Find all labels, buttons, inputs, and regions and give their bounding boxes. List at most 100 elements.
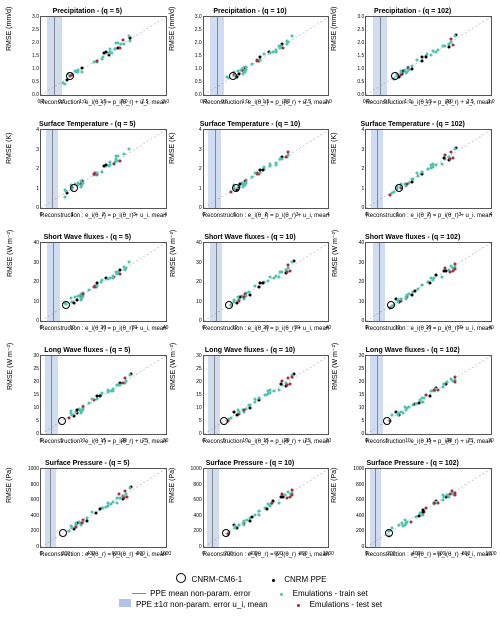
y-tick: 3.0 — [190, 14, 202, 20]
y-tick: 20 — [352, 279, 364, 285]
scatter-point — [118, 384, 121, 387]
scatter-point — [81, 293, 84, 296]
y-tick: 2.0 — [27, 40, 39, 46]
scatter-point — [285, 270, 288, 273]
scatter-point — [261, 281, 264, 284]
scatter-point — [440, 162, 443, 165]
scatter-point — [70, 526, 73, 529]
scatter-point — [269, 162, 272, 165]
y-tick: 1.5 — [190, 53, 202, 59]
scatter-point — [288, 382, 291, 385]
y-tick: 0 — [27, 205, 39, 211]
x-axis-label: Reconstruction : e_i(θ_r) = p_i(θ_r) + u… — [365, 439, 491, 445]
y-tick: 30 — [27, 260, 39, 266]
y-axis-label: RMSE (Pa) — [169, 468, 176, 503]
plot-area: 0.00.51.01.52.02.53.00.00.51.01.52.02.53… — [40, 16, 167, 96]
x-axis-label: Reconstruction : e_i(θ_r) = p_i(θ_r) + u… — [40, 552, 166, 558]
scatter-point — [249, 404, 252, 407]
plot-area: 051015202530051015202530 — [40, 355, 167, 435]
chart-panel: Precipitation - (q = 5)RMSE (mm/d)0.00.5… — [8, 8, 167, 113]
y-tick: 0 — [190, 318, 202, 324]
scatter-point — [99, 281, 102, 284]
scatter-point — [123, 496, 126, 499]
scatter-point — [290, 35, 293, 38]
scatter-point — [400, 70, 403, 73]
y-tick: 3 — [190, 147, 202, 153]
reference-marker — [391, 72, 399, 80]
chart-panel: Short Wave fluxes - (q = 10)RMSE (W m⁻²)… — [171, 234, 330, 339]
scatter-point — [119, 159, 122, 162]
scatter-point — [451, 156, 454, 159]
scatter-point — [270, 501, 273, 504]
y-tick: 1000 — [190, 466, 202, 472]
scatter-point — [242, 522, 245, 525]
reference-marker — [222, 529, 230, 537]
scatter-point — [287, 40, 290, 43]
y-tick: 600 — [352, 497, 364, 503]
x-axis-label: Reconstruction : e_i(θ_r) = p_i(θ_r) + u… — [203, 326, 329, 332]
diagonal-line — [41, 243, 166, 321]
mean-line — [53, 243, 54, 321]
scatter-point — [110, 502, 113, 505]
scatter-point — [95, 281, 98, 284]
y-tick: 30 — [190, 260, 202, 266]
scatter-point — [64, 82, 67, 85]
reference-marker — [385, 529, 393, 537]
chart-panel: Surface Pressure - (q = 5)RMSE (Pa)02004… — [8, 460, 167, 565]
scatter-point — [250, 515, 253, 518]
scatter-point — [128, 487, 131, 490]
scatter-point — [253, 171, 256, 174]
scatter-point — [285, 496, 288, 499]
scatter-point — [441, 385, 444, 388]
scatter-point — [272, 276, 275, 279]
scatter-point — [80, 521, 83, 524]
scatter-point — [241, 183, 244, 186]
scatter-point — [123, 153, 126, 156]
scatter-point — [67, 530, 70, 533]
scatter-point — [421, 509, 424, 512]
y-tick: 10 — [190, 405, 202, 411]
reference-marker — [225, 301, 233, 309]
chart-panel: Surface Pressure - (q = 102)RMSE (Pa)020… — [333, 460, 492, 565]
y-tick: 800 — [190, 482, 202, 488]
scatter-point — [287, 151, 290, 154]
y-tick: 1.0 — [27, 66, 39, 72]
scatter-point — [441, 498, 444, 501]
y-tick: 30 — [190, 353, 202, 359]
x-axis-label: Reconstruction : e_i(θ_r) = p_i(θ_r) + u… — [40, 439, 166, 445]
mean-line — [212, 469, 213, 547]
scatter-point — [248, 294, 251, 297]
chart-panel: Short Wave fluxes - (q = 102)RMSE (W m⁻²… — [333, 234, 492, 339]
scatter-point — [81, 70, 84, 73]
scatter-point — [287, 377, 290, 380]
scatter-point — [127, 148, 130, 151]
scatter-point — [281, 158, 284, 161]
scatter-point — [411, 294, 414, 297]
scatter-point — [233, 300, 236, 303]
scatter-point — [258, 172, 261, 175]
scatter-point — [258, 55, 261, 58]
scatter-point — [406, 182, 409, 185]
scatter-point — [427, 168, 430, 171]
y-tick: 1000 — [352, 466, 364, 472]
scatter-point — [454, 148, 457, 151]
scatter-point — [267, 390, 270, 393]
scatter-point — [127, 35, 130, 38]
y-axis-label: RMSE (W m⁻²) — [331, 230, 339, 277]
scatter-point — [267, 280, 270, 283]
plot-area: 0200400600800100002004006008001000 — [365, 468, 492, 548]
y-tick: 2.0 — [190, 40, 202, 46]
y-axis-label: RMSE (W m⁻²) — [169, 230, 177, 277]
scatter-point — [433, 502, 436, 505]
y-tick: 20 — [27, 279, 39, 285]
scatter-point — [398, 523, 401, 526]
scatter-point — [95, 60, 98, 63]
scatter-point — [449, 38, 452, 41]
scatter-point — [281, 46, 284, 49]
scatter-point — [422, 397, 425, 400]
scatter-point — [278, 275, 281, 278]
y-tick: 5 — [27, 418, 39, 424]
mean-line — [51, 356, 52, 434]
scatter-point — [291, 261, 294, 264]
y-tick: 15 — [27, 392, 39, 398]
